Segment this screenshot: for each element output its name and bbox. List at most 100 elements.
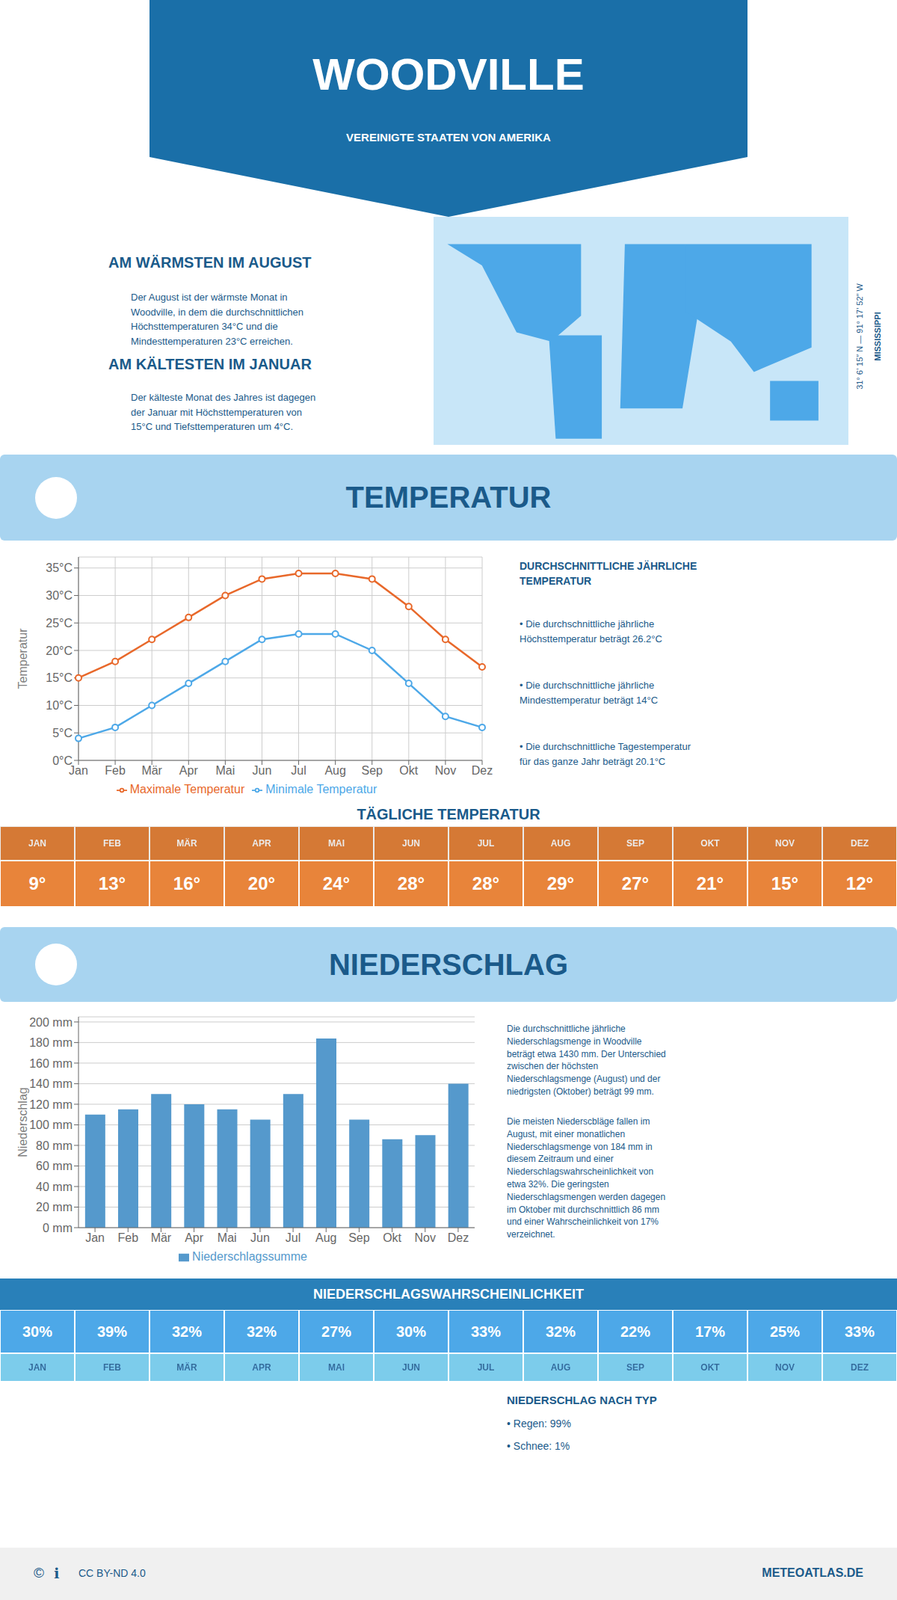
svg-text:5°C: 5°C [52,726,73,740]
html-text:VEREINIGTE STAATEN VON AMERIKA: VEREINIGTE STAATEN VON AMERIKA [346,130,551,144]
svg-text:Mai: Mai [215,763,235,777]
html-text:39%: 39% [97,1322,128,1340]
html-text:METEOATLAS.DE: METEOATLAS.DE [761,1566,864,1579]
svg-text:Apr: Apr [179,763,199,777]
svg-text:Jul: Jul [285,1231,301,1244]
html-text:WOODVILLE: WOODVILLE [312,49,585,100]
html-text:• Die durchschnittliche Tagest: • Die durchschnittliche Tagestemperatur … [519,740,691,767]
svg-text:35°C: 35°C [45,561,73,575]
html-text:27%: 27% [321,1322,352,1340]
svg-text:0°C: 0°C [52,754,73,767]
svg-text:160 mm: 160 mm [29,1056,73,1070]
html-text:30%: 30% [396,1322,427,1340]
svg-text:Temperatur: Temperatur [16,627,30,690]
html-text:20°: 20° [248,873,276,894]
html-text:TEMPERATUR: TEMPERATUR [345,480,552,514]
html-text:JUL: JUL [477,837,495,849]
html-text:17%: 17% [695,1322,726,1340]
svg-text:20 mm: 20 mm [35,1200,73,1214]
html-text:NIEDERSCHLAG NACH TYP: NIEDERSCHLAG NACH TYP [506,1393,657,1407]
svg-text:Sep: Sep [361,763,383,777]
svg-text:20°C: 20°C [45,644,73,658]
html-text:Der August ist der wärmste Mon: Der August ist der wärmste Monat in Wood… [130,291,304,347]
html-text:16°: 16° [173,873,201,894]
html-text:Niederschlagssumme: Niederschlagssumme [192,1249,308,1263]
html-text:Die durchschnittliche jährlich: Die durchschnittliche jährliche Niedersc… [506,1023,666,1097]
html-text:33%: 33% [470,1322,501,1340]
svg-text:100 mm: 100 mm [29,1118,73,1131]
html-text:21°: 21° [696,873,724,894]
html-text:AM WÄRMSTEN IM AUGUST: AM WÄRMSTEN IM AUGUST [108,254,312,271]
html-text:25%: 25% [769,1322,800,1340]
html-text:32%: 32% [545,1322,576,1340]
html-text:AM KÄLTESTEN IM JANUAR: AM KÄLTESTEN IM JANUAR [108,355,312,373]
html-text:33%: 33% [844,1322,875,1340]
svg-text:Jan: Jan [68,764,89,777]
html-text:Die meisten Niederscbläge fall: Die meisten Niederscbläge fallen im Augu… [506,1116,666,1240]
html-text:24°: 24° [322,873,350,894]
html-text:Der kälteste Monat des Jahres: Der kälteste Monat des Jahres ist dagege… [130,391,316,433]
svg-text:Jan: Jan [85,1231,105,1244]
svg-text:Feb: Feb [117,1231,139,1244]
svg-text:140 mm: 140 mm [29,1077,73,1090]
html-text:DURCHSCHNITTLICHE JÄHRLICHE TE: DURCHSCHNITTLICHE JÄHRLICHE TEMPERATUR [519,559,697,587]
html-text:APR: APR [252,837,272,849]
html-text:CC BY-ND 4.0: CC BY-ND 4.0 [78,1566,146,1579]
svg-text:Dez: Dez [471,763,493,777]
html-text:JAN: JAN [28,837,47,849]
svg-text:0 mm: 0 mm [42,1221,73,1235]
svg-text:Mär: Mär [150,1231,172,1244]
html-text:NIEDERSCHLAGSWAHRSCHEINLICHKEI: NIEDERSCHLAGSWAHRSCHEINLICHKEIT [313,1286,584,1302]
html-text:NIEDERSCHLAG: NIEDERSCHLAG [328,947,569,981]
html-text:FEB: FEB [103,837,122,849]
html-text:27°: 27° [621,873,649,894]
svg-text:Dez: Dez [447,1231,469,1244]
svg-text:200 mm: 200 mm [29,1015,73,1029]
html-text:9°: 9° [28,873,46,894]
svg-text:Jun: Jun [252,763,273,777]
svg-text:60 mm: 60 mm [35,1159,73,1173]
svg-text:Jul: Jul [290,763,306,777]
html-text:28°: 28° [472,873,500,894]
html-text:• Die durchschnittliche jährli: • Die durchschnittliche jährliche Höchst… [519,618,663,644]
html-text:30%: 30% [22,1322,53,1340]
html-text:22%: 22% [620,1322,651,1340]
svg-text:Niederschlag: Niederschlag [16,1086,30,1157]
html-text:32%: 32% [246,1322,277,1340]
svg-text:Okt: Okt [382,1231,402,1244]
svg-text:80 mm: 80 mm [35,1139,73,1152]
html-text:• Schnee: 1%: • Schnee: 1% [506,1439,570,1452]
html-text:MÄR: MÄR [176,837,198,849]
svg-text:Jun: Jun [250,1231,270,1244]
svg-text:15°C: 15°C [45,671,73,684]
html-text:32%: 32% [171,1322,202,1340]
html-text:MAI: MAI [328,837,345,849]
html-text:Minimale Temperatur: Minimale Temperatur [265,782,377,796]
svg-text:25°C: 25°C [45,616,73,630]
svg-text:Aug: Aug [315,1231,337,1244]
html-text:29°: 29° [547,873,575,894]
html-text:13°: 13° [98,873,126,894]
svg-text:120 mm: 120 mm [29,1098,73,1111]
html-text:12°: 12° [846,873,874,894]
svg-text:Nov: Nov [414,1231,436,1244]
svg-text:Sep: Sep [348,1231,371,1244]
html-text:• Regen: 99%: • Regen: 99% [506,1417,572,1430]
svg-text:10°C: 10°C [45,698,73,712]
svg-text:Feb: Feb [104,763,126,777]
svg-text:40 mm: 40 mm [35,1180,73,1194]
svg-text:180 mm: 180 mm [29,1036,73,1049]
svg-text:Okt: Okt [399,763,418,777]
svg-text:Mai: Mai [217,1231,237,1244]
svg-text:Mär: Mär [141,763,163,777]
svg-text:30°C: 30°C [45,589,73,602]
html-text:Maximale Temperatur: Maximale Temperatur [129,782,245,796]
html-text:JUN: JUN [402,837,421,849]
svg-text:Apr: Apr [184,1231,205,1244]
html-text:TÄGLICHE TEMPERATUR: TÄGLICHE TEMPERATUR [356,805,541,823]
html-text:• Die durchschnittliche jährli: • Die durchschnittliche jährliche Mindes… [519,679,658,706]
html-text:15°: 15° [771,873,799,894]
svg-text:Nov: Nov [435,763,456,777]
html-text:28°: 28° [397,873,425,894]
svg-text:Aug: Aug [324,763,346,777]
